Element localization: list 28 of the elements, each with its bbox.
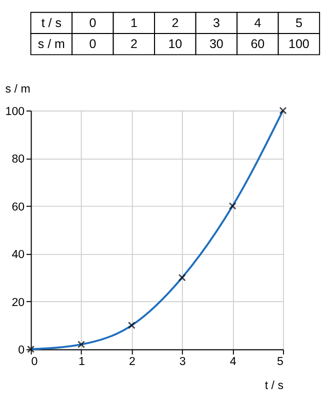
text: 2	[172, 16, 179, 30]
y-tick-label: 20	[12, 296, 25, 309]
text: 0	[89, 16, 96, 30]
y-axis-title: s / m	[5, 84, 30, 96]
text: 10	[168, 36, 182, 51]
x-tick-label: 3	[179, 356, 186, 368]
text: 30	[209, 36, 224, 51]
y-tick-label: 0	[18, 344, 25, 357]
text: s / m	[38, 36, 65, 51]
text: 100	[288, 36, 310, 51]
x-tick-label: 1	[78, 356, 85, 368]
x-tick-label: 2	[128, 356, 136, 368]
text: 0	[89, 36, 96, 51]
y-tick-label: 60	[12, 201, 25, 214]
x-tick-label: 0	[31, 356, 38, 368]
text: 3	[212, 16, 220, 30]
text: 60	[250, 36, 265, 51]
y-tick-label: 80	[12, 154, 25, 166]
x-tick-label: 4	[230, 356, 237, 368]
text: 5	[295, 16, 302, 30]
text: 4	[254, 16, 262, 30]
y-tick-label: 40	[12, 249, 25, 262]
text: 2	[130, 36, 138, 51]
text: 1	[130, 16, 138, 30]
text: t / s	[41, 16, 62, 30]
x-tick-label: 5	[277, 356, 284, 368]
y-tick-label: 100	[5, 106, 25, 118]
x-axis-title: t / s	[264, 380, 284, 392]
